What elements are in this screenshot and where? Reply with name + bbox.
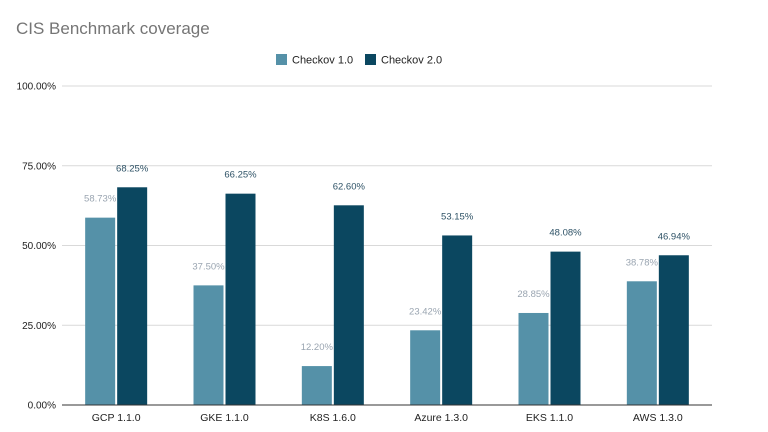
legend: Checkov 1.0 Checkov 2.0 [276, 54, 442, 67]
data-label: 38.78% [626, 257, 659, 268]
bar-series-2-0 [117, 187, 148, 405]
bar-series-1-5 [626, 281, 657, 405]
chart-title: CIS Benchmark coverage [16, 19, 210, 38]
x-axis-categories: GCP 1.1.0 GKE 1.1.0 K8S 1.6.0 Azure 1.3.0 EK… [92, 412, 683, 424]
bar-series-2-5 [658, 255, 689, 405]
x-tick-label: GCP 1.1.0 [92, 412, 141, 424]
data-label: 58.73% [84, 194, 117, 205]
bar-series-2-4 [550, 251, 581, 405]
y-tick-label: 75.00% [22, 161, 56, 172]
bar-series-2-2 [333, 205, 364, 405]
bar-series-1-1 [193, 285, 224, 405]
y-tick-label: 100.00% [17, 82, 57, 93]
data-labels: 58.73% 68.25% 37.50% 66.25% 12.20% 62.60% 23.4… [84, 163, 690, 353]
y-axis-ticks: 0.00% 25.00% 50.00% 75.00% 100.00% [17, 82, 57, 412]
legend-label-checkov-1: Checkov 1.0 [292, 55, 353, 67]
y-tick-label: 0.00% [28, 401, 56, 412]
data-label: 48.08% [549, 228, 582, 239]
x-tick-label: EKS 1.1.0 [526, 412, 573, 424]
data-label: 53.15% [441, 211, 474, 222]
legend-swatch-checkov-2 [365, 54, 376, 65]
bar-series-2-3 [442, 235, 473, 405]
bar-series-1-3 [410, 330, 441, 405]
bar-series-1-0 [85, 217, 116, 405]
data-label: 68.25% [116, 163, 149, 174]
legend-swatch-checkov-1 [276, 54, 287, 65]
x-tick-label: Azure 1.3.0 [414, 412, 468, 424]
data-label: 12.20% [301, 342, 334, 353]
data-label: 23.42% [409, 306, 442, 317]
x-tick-label: AWS 1.3.0 [633, 412, 683, 424]
x-tick-label: GKE 1.1.0 [200, 412, 249, 424]
data-label: 37.50% [192, 261, 225, 272]
data-label: 62.60% [333, 181, 366, 192]
bar-series-1-4 [518, 312, 549, 405]
data-label: 66.25% [224, 170, 257, 181]
bar-series-2-1 [225, 193, 256, 405]
y-tick-label: 50.00% [22, 241, 56, 252]
data-label: 28.85% [517, 289, 550, 300]
y-tick-label: 25.00% [22, 321, 56, 332]
legend-label-checkov-2: Checkov 2.0 [381, 55, 442, 67]
gridlines [62, 85, 712, 326]
x-tick-label: K8S 1.6.0 [310, 412, 356, 424]
bar-series-1-2 [301, 366, 332, 405]
data-label: 46.94% [658, 231, 691, 242]
bars [85, 187, 689, 405]
